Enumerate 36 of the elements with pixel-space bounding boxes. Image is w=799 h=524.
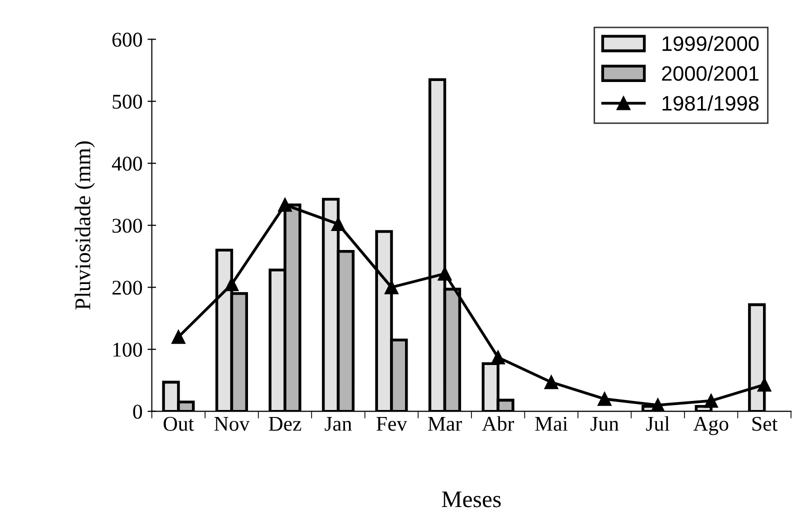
point [438,266,452,281]
legend-label: 1981/1998 [662,95,759,111]
x-tick-label: Dez [268,417,302,431]
x-axis-title: Meses [442,492,501,508]
x-tick-label: Jan [324,417,352,431]
y-tick-label: 600 [112,32,142,47]
y-tick-label: 100 [113,342,142,357]
point [544,375,558,390]
x-tick-label: Set [752,416,778,431]
point [704,394,718,408]
x-tick-label: Nov [214,417,250,431]
point [278,198,292,212]
legend-label: 2000/2001 [662,66,758,81]
point [224,277,239,292]
x-tick-label: Fev [376,417,408,431]
legend-label: 1999/2000 [662,36,759,52]
point [172,330,186,344]
x-tick-label: Mai [535,416,568,431]
point [650,398,665,412]
x-tick-label: Ago [693,416,728,436]
x-tick-label: Jun [590,417,619,431]
x-tick-label: Mar [428,417,462,431]
point [384,280,398,294]
y-tick-label: 500 [112,94,142,109]
y-tick-label: 0 [133,404,142,419]
point [757,378,772,392]
y-tick-label: 300 [112,218,142,233]
point [491,350,505,364]
y-tick-label: 400 [112,156,142,171]
x-tick-label: Out [164,416,194,431]
point [598,392,612,406]
x-tick-label: Abr [482,416,514,431]
point [331,217,346,232]
y-axis-title: Pluviosidade (mm) [74,141,95,310]
y-tick-label: 200 [112,280,142,295]
x-tick-label: Jul [646,416,670,431]
